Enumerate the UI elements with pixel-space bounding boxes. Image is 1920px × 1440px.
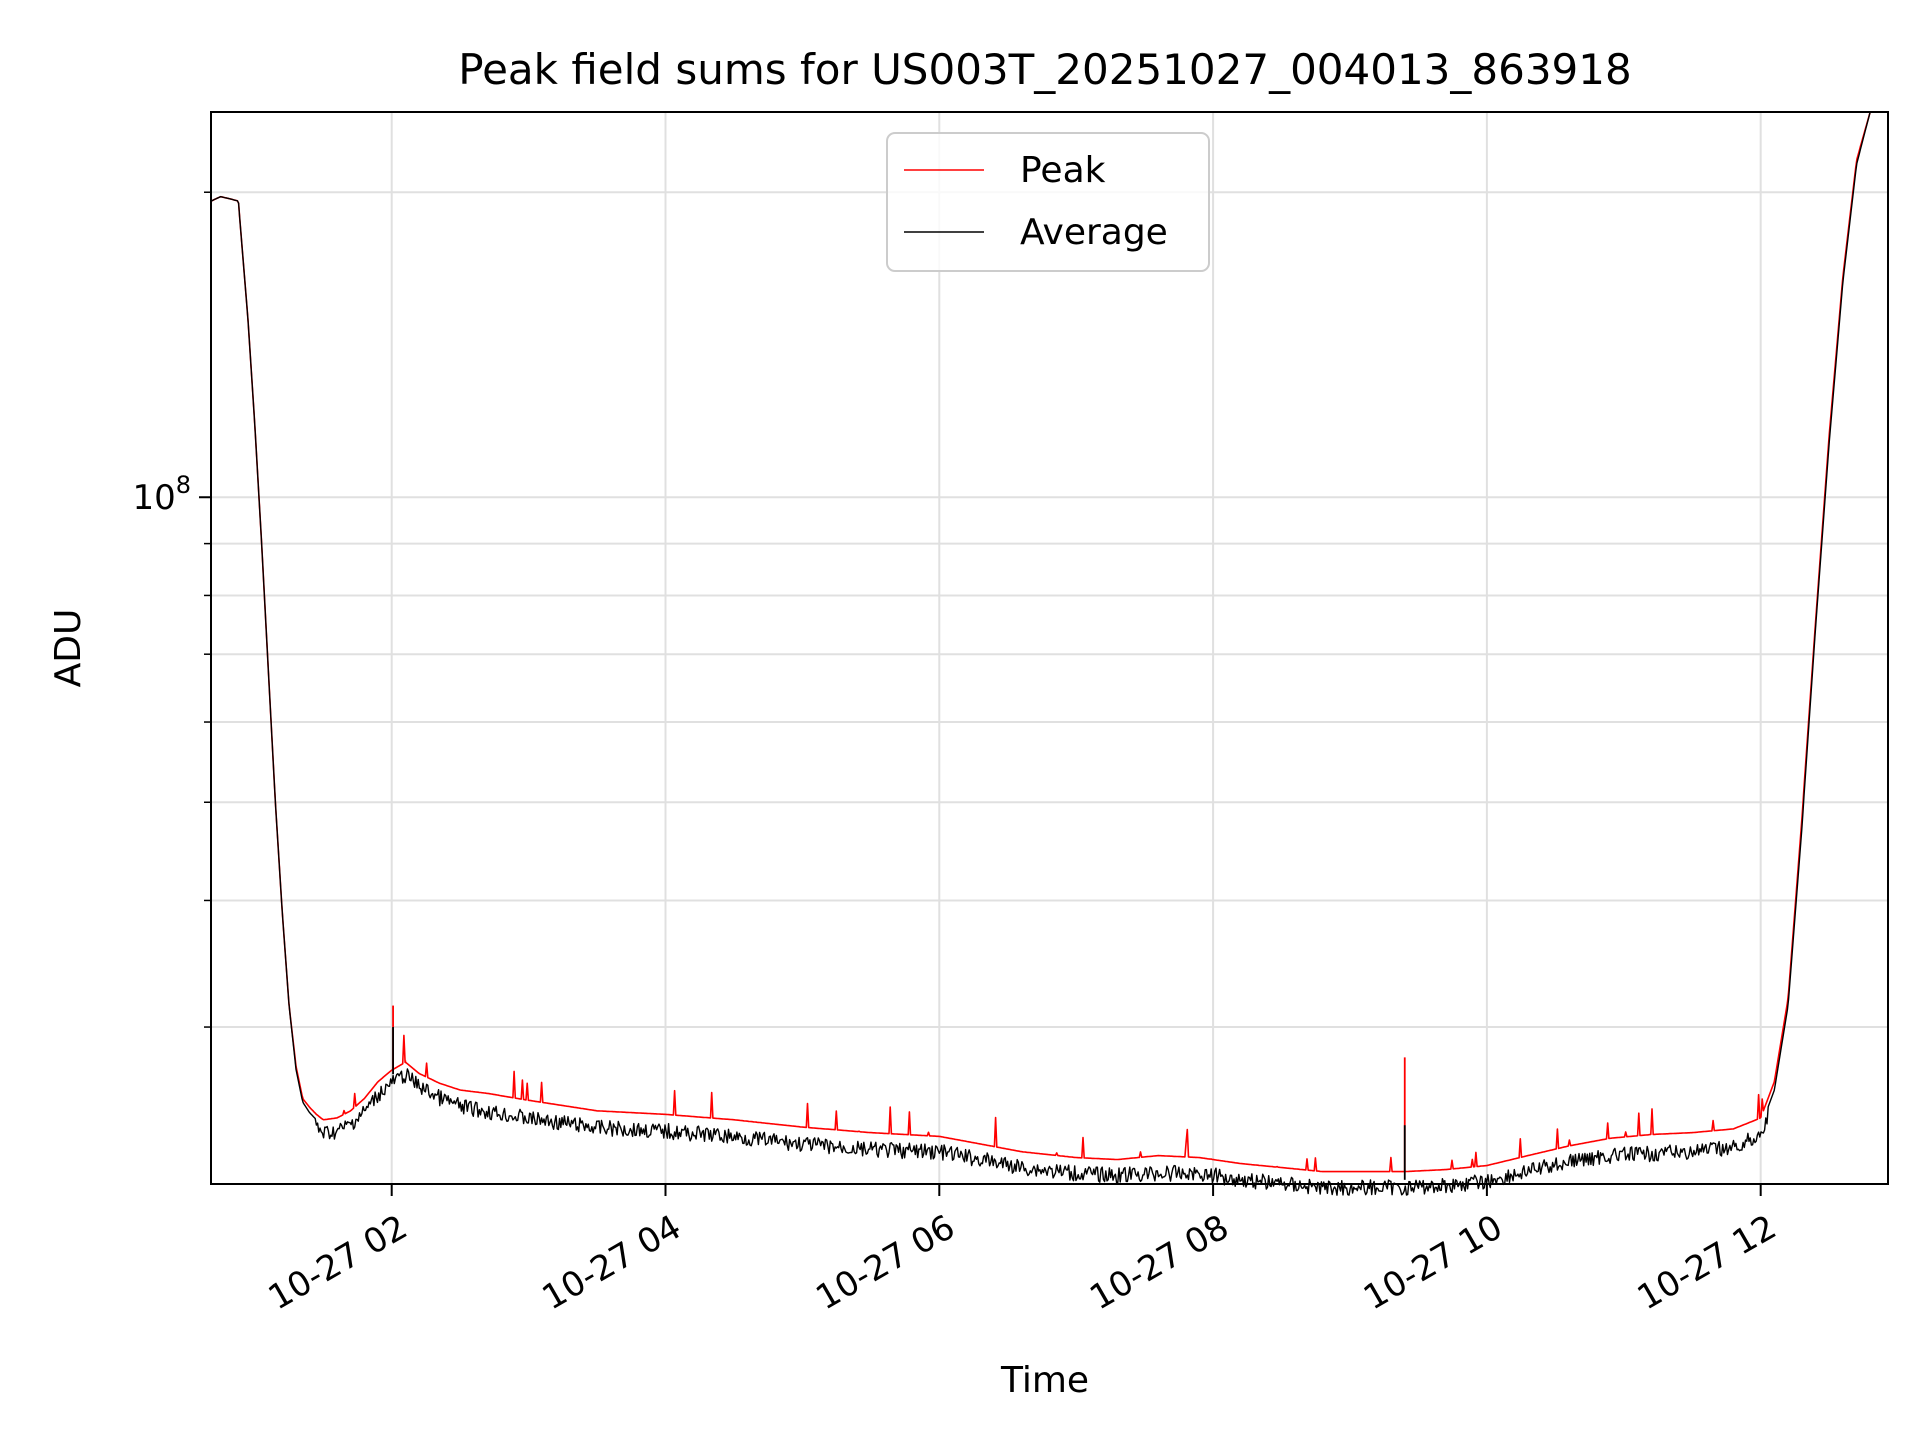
series-line-average (210, 111, 1888, 1196)
x-axis-label: Time (1000, 1360, 1089, 1401)
y-tick-label-0: 108 (132, 471, 191, 518)
chart-title: Peak field sums for US003T_20251027_0040… (458, 45, 1631, 94)
legend: Peak Average (886, 132, 1210, 272)
y-tick-label-base: 10 (132, 478, 175, 518)
legend-label-average: Average (1020, 212, 1168, 253)
legend-box (886, 132, 1210, 272)
series-layer (210, 111, 1888, 1196)
y-tick-label-exponent: 8 (176, 471, 191, 499)
y-axis-label: ADU (48, 609, 89, 688)
series-line-peak (210, 111, 1888, 1173)
legend-label-peak: Peak (1020, 150, 1106, 191)
plot-frame (210, 111, 1889, 1185)
